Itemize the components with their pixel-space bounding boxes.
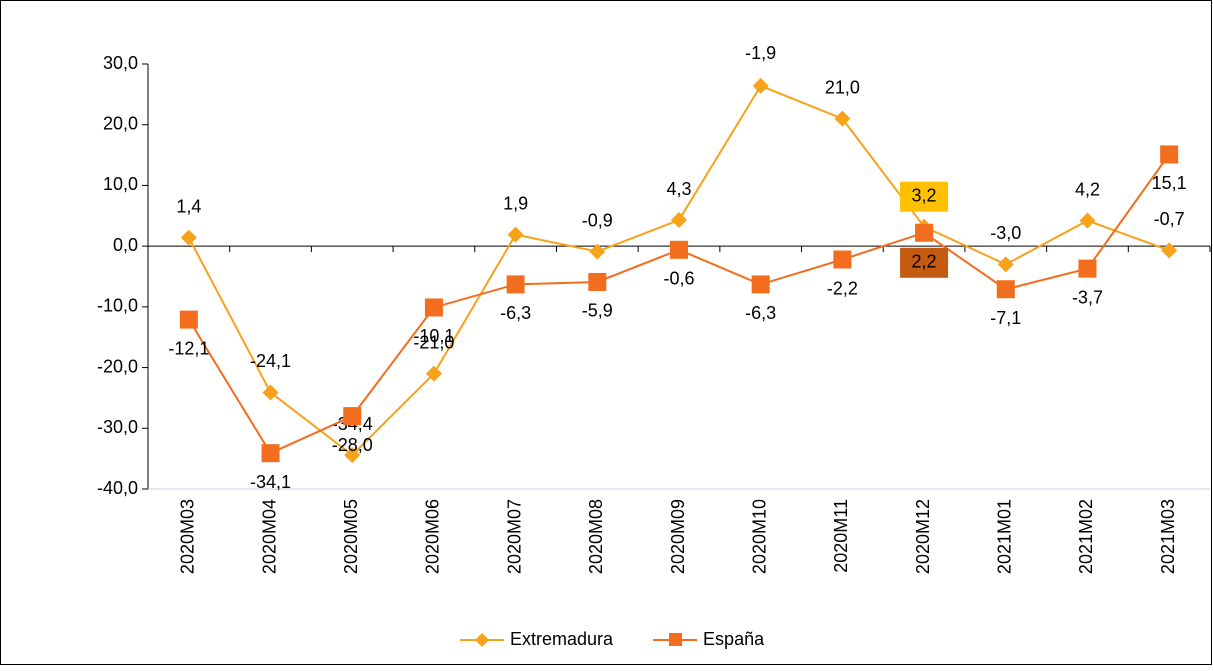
data-label: -7,1	[990, 308, 1021, 328]
data-label: -5,9	[582, 301, 613, 321]
point-marker	[752, 77, 769, 94]
point-marker	[344, 447, 361, 463]
point-marker	[670, 240, 688, 259]
point-marker	[589, 243, 606, 260]
point-marker	[1160, 145, 1179, 164]
annotation: -1,9	[745, 43, 776, 63]
data-label: -24,1	[250, 351, 291, 371]
data-label: 15,1	[1152, 173, 1187, 193]
point-marker	[507, 226, 524, 243]
x-tick-label: 2020M05	[341, 499, 361, 574]
point-marker	[833, 250, 852, 269]
label-highlight	[900, 247, 949, 278]
data-label: -0,9	[582, 210, 613, 230]
data-label: -0,6	[663, 269, 694, 289]
x-tick-label: 2020M08	[586, 499, 606, 574]
y-tick-label: -20,0	[97, 356, 138, 376]
legend-marker	[475, 633, 489, 647]
data-label: -12,1	[168, 338, 209, 358]
x-tick-label: 2021M02	[1076, 499, 1096, 574]
point-marker	[915, 223, 934, 242]
x-tick-label: 2020M10	[749, 499, 769, 574]
point-marker	[425, 365, 442, 382]
point-marker	[506, 275, 525, 294]
y-tick-label: 10,0	[103, 174, 138, 194]
point-marker	[834, 110, 851, 127]
label-highlight	[900, 181, 949, 212]
data-label: -3,7	[1072, 287, 1103, 307]
x-tick-label: 2020M11	[831, 499, 851, 573]
data-label: -34,1	[250, 472, 291, 492]
x-tick-label: 2020M04	[259, 499, 279, 574]
x-tick-label: 2020M06	[423, 499, 443, 574]
data-label: -6,3	[500, 303, 531, 323]
data-label: -21,0	[413, 332, 454, 352]
y-tick-label: -40,0	[97, 478, 138, 498]
y-tick-label: -30,0	[97, 417, 138, 437]
x-tick-label: 2020M09	[668, 499, 688, 574]
data-label: -28,0	[332, 435, 373, 455]
y-tick-label: -10,0	[97, 296, 138, 316]
point-marker	[261, 444, 280, 463]
point-marker	[997, 256, 1014, 273]
point-marker	[996, 280, 1015, 299]
data-label: -2,2	[827, 278, 858, 298]
point-marker	[1161, 242, 1178, 259]
point-marker	[1078, 259, 1097, 278]
y-tick-label: 0,0	[113, 235, 138, 255]
legend-marker	[669, 633, 683, 646]
data-label: -3,0	[990, 223, 1021, 243]
point-marker	[424, 298, 443, 317]
data-label: 21,0	[825, 77, 860, 97]
data-label: 3,2	[912, 185, 937, 205]
data-label: -6,3	[745, 303, 776, 323]
y-tick-label: 30,0	[103, 53, 138, 73]
data-label: 1,4	[176, 196, 201, 216]
point-marker	[751, 275, 770, 294]
point-marker	[180, 229, 197, 246]
data-label: -10,1	[413, 326, 454, 346]
point-marker	[1079, 212, 1096, 229]
legend-label: España	[703, 629, 765, 649]
point-marker	[588, 272, 607, 291]
point-marker	[671, 212, 687, 229]
data-label: 1,9	[503, 193, 528, 213]
x-tick-label: 2020M12	[913, 499, 933, 574]
x-tick-label: 2021M01	[995, 499, 1015, 574]
y-tick-label: 20,0	[103, 113, 138, 133]
data-label: -0,7	[1154, 209, 1185, 229]
data-label: 4,3	[666, 179, 691, 199]
point-marker	[262, 384, 279, 401]
point-marker	[179, 310, 198, 329]
x-tick-label: 2020M07	[504, 499, 524, 574]
legend-label: Extremadura	[510, 629, 614, 649]
x-tick-label: 2021M03	[1158, 499, 1178, 574]
point-marker	[343, 407, 362, 426]
x-tick-label: 2020M03	[178, 499, 198, 574]
data-label: 2,2	[912, 252, 937, 272]
data-label: 4,2	[1075, 179, 1100, 199]
